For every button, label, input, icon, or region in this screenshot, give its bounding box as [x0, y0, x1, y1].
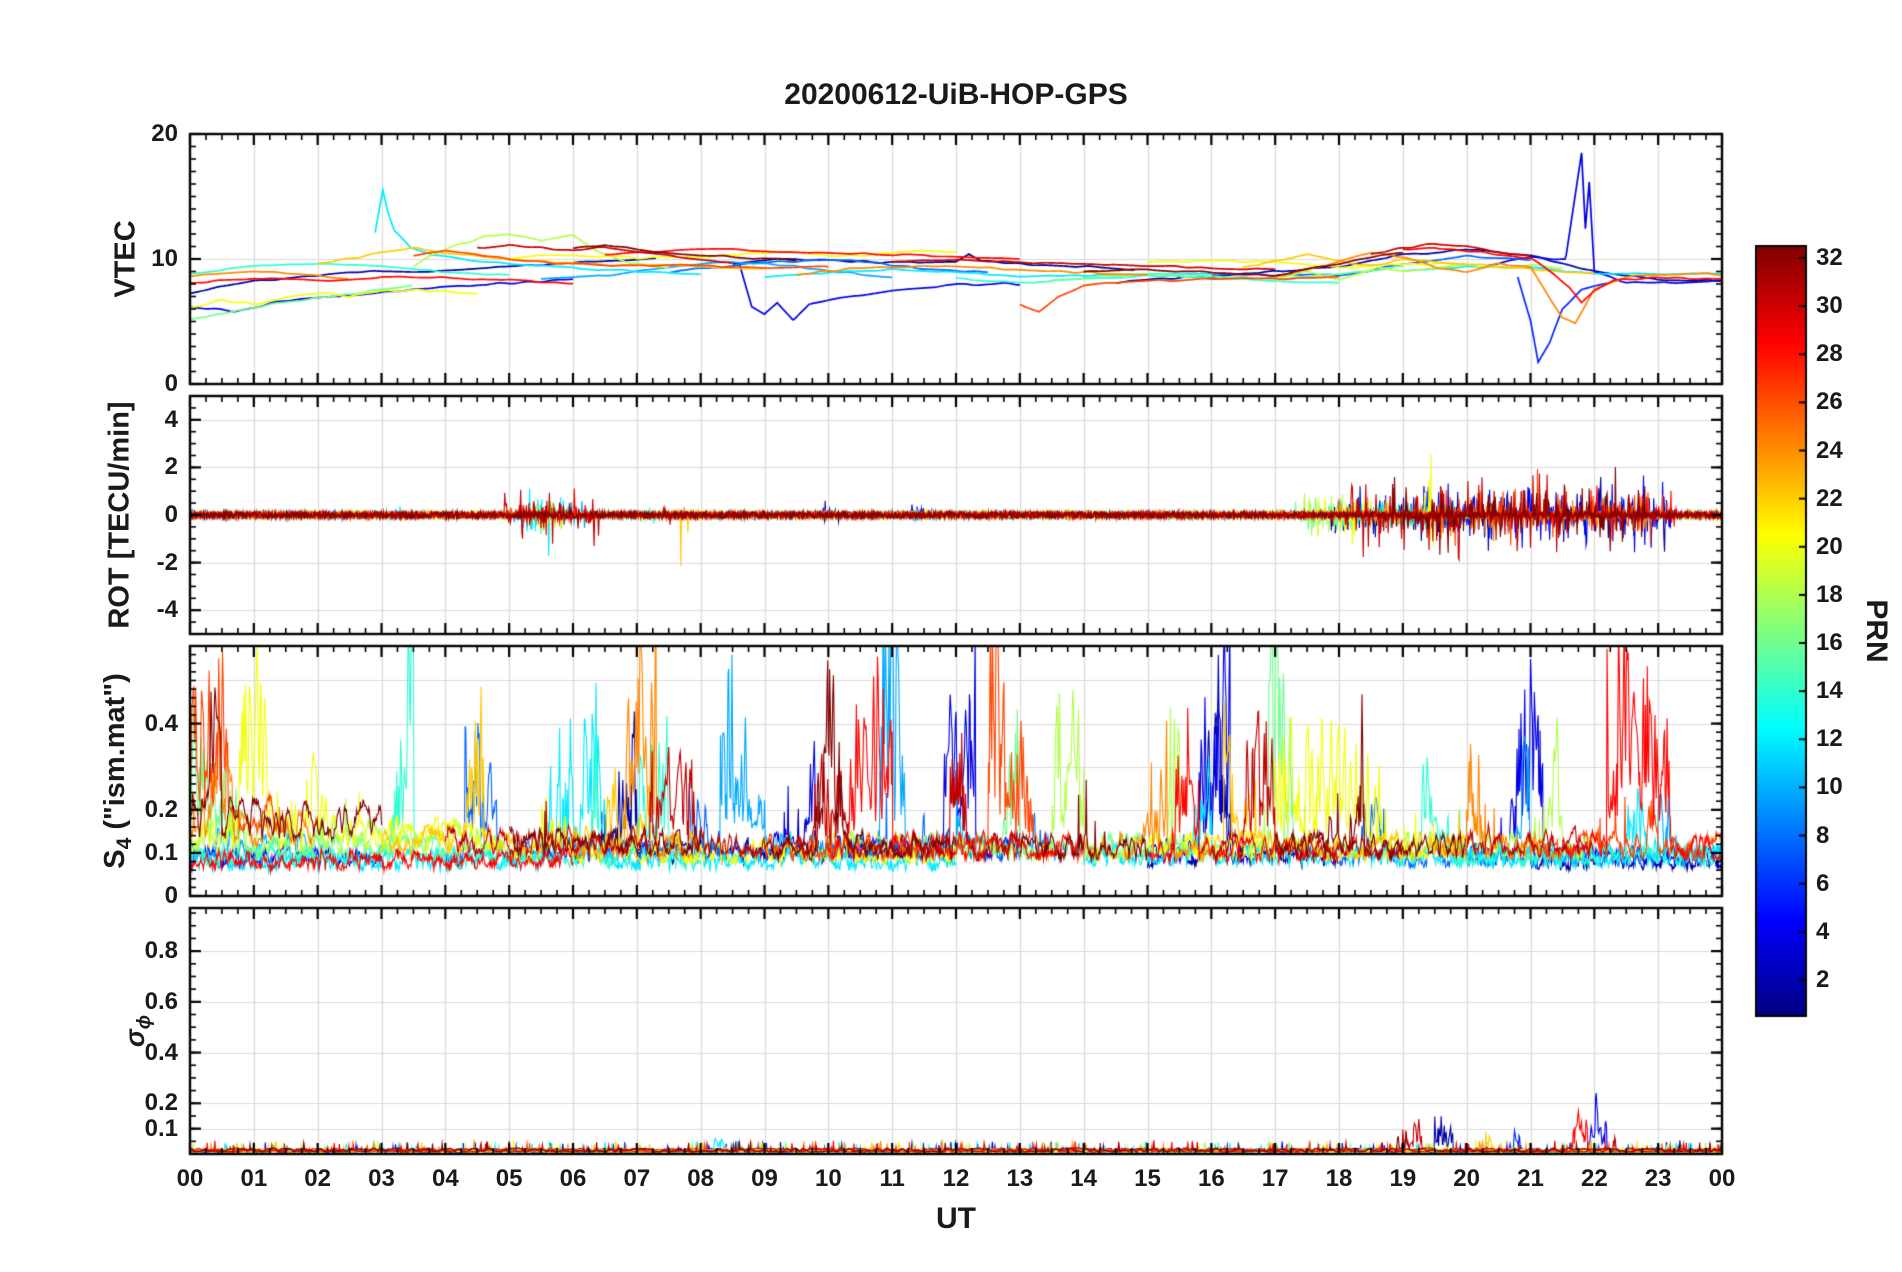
colorbar-tick-label: 6 [1816, 869, 1830, 897]
x-tick-label: 06 [559, 1165, 587, 1192]
x-tick-label: 15 [1134, 1165, 1161, 1192]
colorbar-tick-label: 18 [1816, 580, 1843, 608]
x-tick-label: 09 [751, 1165, 778, 1192]
colorbar-tick-label: 2 [1816, 965, 1830, 993]
x-tick-label: 21 [1517, 1165, 1544, 1192]
y-tick-label: 10 [151, 245, 178, 272]
x-tick-label: 17 [1261, 1165, 1289, 1192]
x-tick-label: 22 [1580, 1165, 1608, 1192]
x-tick-label: 14 [1070, 1165, 1097, 1192]
colorbar-tick-label: 4 [1816, 917, 1830, 945]
y-tick-label: -2 [156, 548, 178, 576]
x-tick-label: 16 [1197, 1165, 1225, 1192]
colorbar-tick-label: 30 [1816, 292, 1843, 320]
y-tick-label: 20 [151, 120, 178, 147]
colorbar-tick-label: 8 [1816, 821, 1830, 849]
x-tick-label: 00 [1708, 1165, 1736, 1192]
x-tick-label: 04 [431, 1165, 459, 1192]
y-tick-label: 0 [164, 882, 178, 909]
colorbar-tick-label: 24 [1816, 436, 1843, 464]
x-tick-label: 18 [1325, 1165, 1353, 1192]
colorbar-tick-label: 32 [1816, 244, 1843, 272]
y-tick-label: 0.8 [144, 937, 178, 965]
y-tick-label: -4 [156, 596, 178, 624]
x-tick-label: 23 [1644, 1165, 1672, 1192]
y-tick-label: 0.1 [144, 838, 178, 866]
x-tick-label: 02 [304, 1165, 331, 1192]
x-tick-label: 03 [368, 1165, 395, 1192]
y-tick-label: 0 [164, 370, 178, 397]
y-tick-label: 0.2 [144, 795, 178, 823]
colorbar-tick-label: 20 [1816, 532, 1843, 560]
y-tick-label: 2 [164, 453, 178, 481]
colorbar-tick-label: 28 [1816, 340, 1843, 368]
y-tick-label: 0.6 [144, 987, 178, 1015]
x-tick-label: 05 [495, 1165, 523, 1192]
chart-title: 20200612-UiB-HOP-GPS [784, 78, 1128, 111]
x-tick-label: 19 [1389, 1165, 1417, 1192]
phi-subscript: ϕ [134, 1014, 156, 1030]
y-tick-label: 0.1 [144, 1114, 178, 1142]
x-tick-label: 10 [814, 1165, 842, 1192]
y-tick-label: 0.4 [144, 1038, 178, 1066]
x-tick-label: 20 [1453, 1165, 1480, 1192]
x-tick-label: 07 [623, 1165, 651, 1192]
x-tick-label: 01 [240, 1165, 268, 1192]
x-tick-label: 12 [942, 1165, 970, 1192]
y-tick-label: 0 [164, 501, 178, 528]
y-tick-label: 0.2 [144, 1089, 178, 1117]
x-axis-label: UT [936, 1202, 976, 1235]
colorbar-tick-label: 14 [1816, 677, 1843, 705]
y-tick-label: 0.4 [144, 709, 178, 737]
colorbar-tick-label: 12 [1816, 725, 1843, 753]
x-tick-label: 08 [687, 1165, 714, 1192]
y-tick-label: 4 [164, 405, 178, 433]
x-tick-label: 13 [1006, 1165, 1034, 1192]
x-tick-label: 00 [176, 1165, 204, 1192]
colorbar-tick-label: 10 [1816, 773, 1843, 801]
colorbar-tick-label: 22 [1816, 484, 1843, 512]
x-tick-label: 11 [879, 1165, 905, 1192]
colorbar-tick-label: 16 [1816, 629, 1843, 657]
colorbar-tick-label: 26 [1816, 388, 1843, 416]
